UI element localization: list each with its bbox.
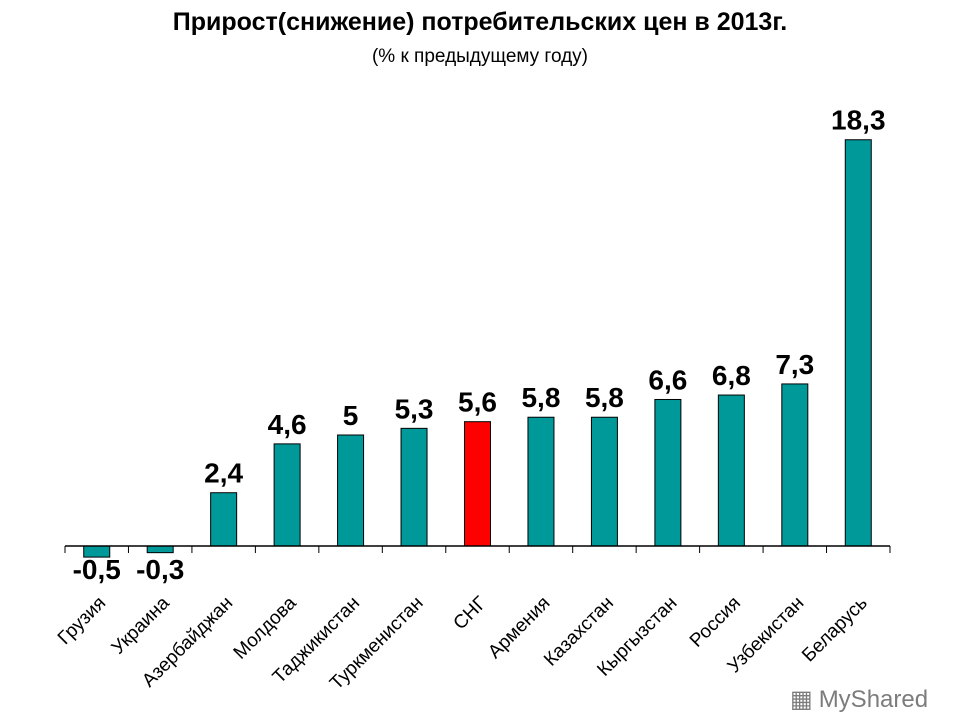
x-tick-label: Украина xyxy=(108,592,174,658)
data-label: 2,4 xyxy=(204,458,243,489)
presentation-icon: ▦ xyxy=(790,686,813,713)
bar xyxy=(590,416,618,547)
data-label: 5 xyxy=(343,400,359,431)
bar xyxy=(337,434,365,547)
bar xyxy=(210,492,238,547)
data-label: 4,6 xyxy=(268,409,307,440)
data-label: 5,6 xyxy=(458,387,497,418)
chart-title: Прирост(снижение) потребительских цен в … xyxy=(172,8,788,36)
bar xyxy=(464,421,491,547)
chart-subtitle: (% к предыдущему году) xyxy=(371,46,589,67)
data-label: 5,3 xyxy=(395,393,434,424)
bar xyxy=(781,383,809,547)
data-label: 5,8 xyxy=(521,382,560,413)
data-label: 6,6 xyxy=(648,364,687,395)
data-label: 6,8 xyxy=(712,360,751,391)
bar xyxy=(654,398,682,547)
x-tick-label: Россия xyxy=(686,593,745,652)
x-tick-label: Беларусь xyxy=(798,593,872,667)
data-label: -0,3 xyxy=(136,554,184,585)
x-tick-label: Грузия xyxy=(54,593,110,649)
bar xyxy=(146,545,174,554)
bar xyxy=(273,443,301,547)
data-label: 5,8 xyxy=(585,382,624,413)
watermark: ▦ MyShared xyxy=(790,686,929,713)
data-label: 18,3 xyxy=(831,105,886,136)
data-label: -0,5 xyxy=(73,554,121,585)
bar xyxy=(400,427,428,547)
bar xyxy=(844,139,872,547)
bar xyxy=(717,394,745,547)
data-label: 7,3 xyxy=(775,349,814,380)
x-tick-label: СНГ xyxy=(450,593,492,635)
bar xyxy=(527,416,555,547)
